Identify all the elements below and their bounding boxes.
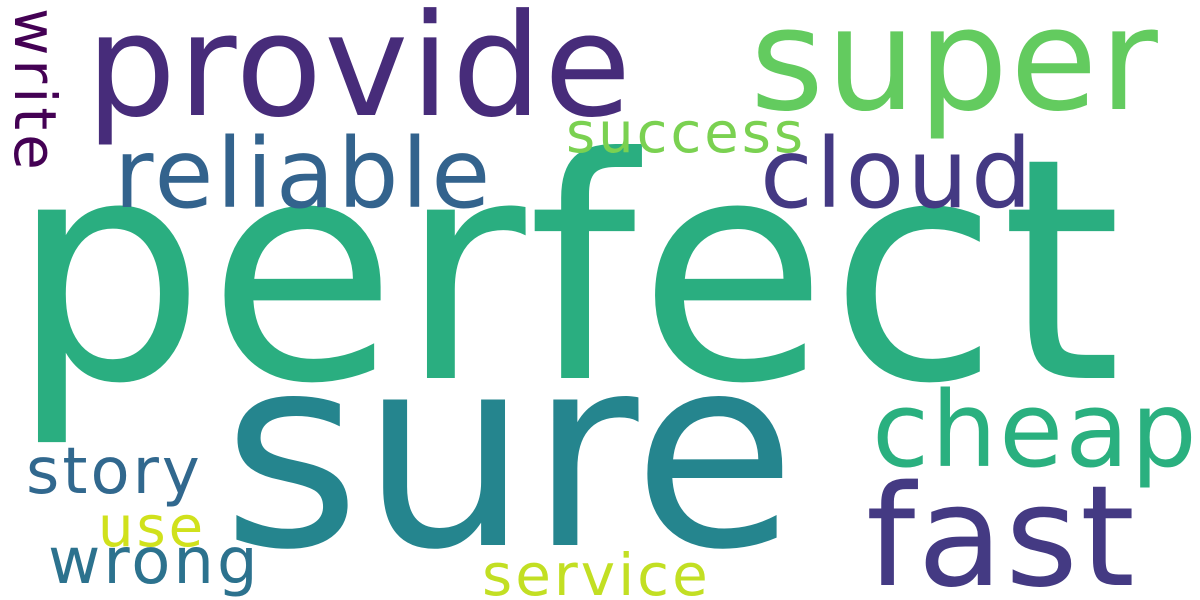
word-perfect: perfect [10,92,1124,451]
word-sure: sure [222,298,797,600]
word-cloud-term: cloud [760,118,1035,230]
word-fast: fast [866,456,1137,600]
word-write: write [1,8,69,174]
word-cheap: cheap [872,369,1199,491]
word-provide: provide [86,0,634,149]
word-story: story [26,435,203,509]
word-use: use [98,495,207,560]
word-super: super [750,0,1160,143]
word-wrong: wrong [48,525,261,599]
word-service: service [482,541,711,600]
word-reliable: reliable [114,118,494,230]
word-success: success [566,101,807,166]
